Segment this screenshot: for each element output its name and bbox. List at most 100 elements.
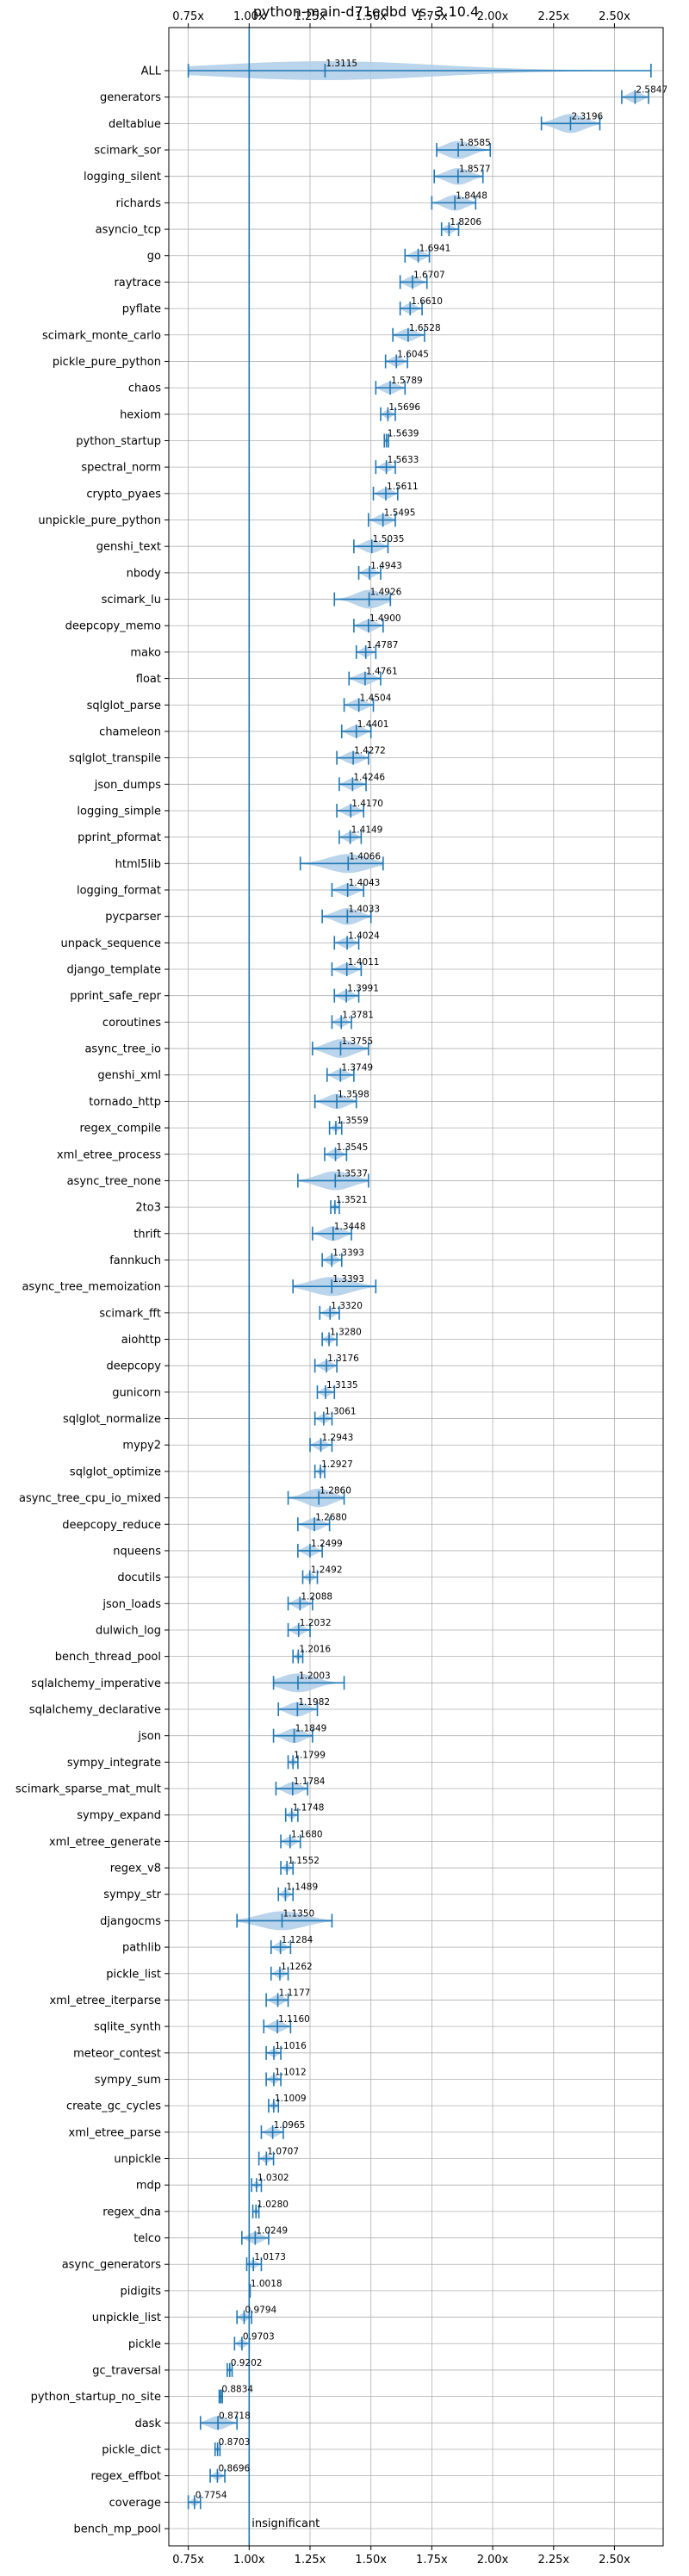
value-label-mdp: 1.0302 xyxy=(258,2173,289,2183)
value-label-async_generators: 1.0173 xyxy=(254,2252,286,2262)
benchmark-label: scimark_monte_carlo xyxy=(42,329,161,342)
value-label-python_startup: 1.5639 xyxy=(388,428,419,439)
value-label-sqlalchemy_imperative: 1.2003 xyxy=(299,1671,331,1681)
value-label-fannkuch: 1.3393 xyxy=(332,1248,364,1258)
benchmark-label: regex_compile xyxy=(79,1123,161,1136)
value-label-gc_traversal: 0.9202 xyxy=(231,2358,263,2368)
value-label-deepcopy: 1.3176 xyxy=(327,1353,359,1364)
x-tick-label-bottom: 1.25x xyxy=(295,2554,326,2567)
benchmark-label: django_template xyxy=(67,964,161,977)
benchmark-label: async_tree_none xyxy=(67,1175,161,1188)
value-label-tornado_http: 1.3598 xyxy=(338,1089,369,1099)
benchmark-label: unpickle_list xyxy=(92,2312,161,2324)
x-tick-label-bottom: 2.25x xyxy=(537,2554,569,2567)
benchmark-label: unpickle xyxy=(114,2153,161,2166)
plot-frame xyxy=(168,27,664,2547)
violins xyxy=(188,61,651,2506)
x-tick-label-bottom: 2.50x xyxy=(599,2554,630,2567)
value-label-logging_format: 1.4043 xyxy=(349,878,381,888)
value-label-bench_thread_pool: 1.2016 xyxy=(299,1645,331,1655)
benchmark-label: mdp xyxy=(136,2180,161,2193)
benchmark-label: pickle_list xyxy=(106,1968,161,1981)
value-label-sqlglot_parse: 1.4504 xyxy=(360,693,392,703)
y-axis-labels: ALL generators deltablue scimark_sorlogging… xyxy=(16,65,169,2536)
value-label-raytrace: 1.6707 xyxy=(413,270,445,280)
benchmark-label: gc_traversal xyxy=(92,2364,161,2377)
benchmark-label: regex_v8 xyxy=(110,1863,161,1876)
benchmark-label: pprint_pformat xyxy=(78,831,161,844)
value-label-pycparser: 1.4033 xyxy=(348,905,380,915)
benchmark-label: sqlglot_transpile xyxy=(69,752,161,765)
benchmark-label: xml_etree_generate xyxy=(49,1836,161,1849)
value-label-chaos: 1.5789 xyxy=(391,376,423,386)
benchmark-label: hexiom xyxy=(120,408,161,421)
benchmark-label: crypto_pyaes xyxy=(86,488,161,501)
benchmark-label: go xyxy=(147,250,161,263)
x-tick-label-top: 1.75x xyxy=(416,10,448,23)
value-label-unpickle_list: 0.9794 xyxy=(245,2305,276,2316)
value-label-sympy_expand: 1.1748 xyxy=(293,1803,325,1814)
value-label-json_loads: 1.2088 xyxy=(301,1591,332,1602)
benchmark-label: html5lib xyxy=(115,858,161,871)
benchmark-label: sqlglot_optimize xyxy=(70,1465,161,1478)
benchmark-label: gunicorn xyxy=(112,1386,161,1399)
value-label-python_startup_no_site: 0.8834 xyxy=(221,2385,253,2395)
value-label-unpack_sequence: 1.4024 xyxy=(348,930,380,941)
benchmark-label: djangocms xyxy=(100,1915,161,1928)
benchmark-label: pyflate xyxy=(122,303,161,316)
value-label-nqueens: 1.2499 xyxy=(311,1539,343,1549)
x-tick-label-top: 1.50x xyxy=(355,10,387,23)
value-label-json_dumps: 1.4246 xyxy=(353,772,385,782)
benchmark-label: sqlite_synth xyxy=(94,2021,161,2034)
value-label-scimark_sor: 1.8585 xyxy=(459,138,491,148)
benchmark-label: mako xyxy=(130,646,161,659)
benchmark-label: chameleon xyxy=(99,725,161,738)
value-label-pickle_list: 1.1262 xyxy=(281,1962,313,1972)
benchmark-label: json_dumps xyxy=(94,779,161,792)
benchmark-label: sympy_str xyxy=(103,1888,161,1901)
benchmark-label: sympy_integrate xyxy=(67,1757,161,1770)
value-label-djangocms: 1.1350 xyxy=(282,1908,314,1919)
value-label-mako: 1.4787 xyxy=(367,640,399,650)
value-label-sqlalchemy_declarative: 1.1982 xyxy=(298,1697,330,1708)
benchmark-label: json xyxy=(137,1730,161,1743)
value-label-django_template: 1.4011 xyxy=(348,957,380,968)
value-label-async_tree_memoization: 1.3393 xyxy=(332,1274,364,1285)
benchmark-label: deepcopy xyxy=(106,1360,161,1373)
chart-title: python-main-d71edbd vs. 3.10.4 xyxy=(253,3,479,20)
x-tick-label-top: 2.50x xyxy=(599,10,630,23)
benchmark-label: logging_silent xyxy=(84,171,161,184)
benchmark-label: sqlalchemy_declarative xyxy=(29,1704,161,1717)
benchmark-label: pathlib xyxy=(122,1942,161,1955)
value-label-thrift: 1.3448 xyxy=(334,1222,366,1232)
value-label-pickle_dict: 0.8703 xyxy=(219,2437,251,2448)
benchmark-label: deepcopy_memo xyxy=(65,620,161,633)
value-label-asyncio_tcp: 1.8206 xyxy=(450,217,481,227)
value-label-go: 1.6941 xyxy=(419,244,451,254)
benchmark-label: tornado_http xyxy=(89,1096,161,1109)
value-label-aiohttp: 1.3280 xyxy=(330,1328,362,1338)
benchmark-label: asyncio_tcp xyxy=(96,224,161,237)
value-label-coverage: 0.7754 xyxy=(196,2490,227,2500)
benchmark-label: bench_thread_pool xyxy=(55,1651,161,1664)
benchmark-label: async_tree_memoization xyxy=(22,1281,161,1294)
benchmark-label: async_tree_io xyxy=(84,1043,161,1056)
benchmark-label: chaos xyxy=(128,383,161,395)
error-bars xyxy=(187,64,652,2510)
benchmark-label: sqlglot_normalize xyxy=(63,1413,161,1426)
value-label-richards: 1.8448 xyxy=(456,190,487,201)
value-label-regex_compile: 1.3559 xyxy=(337,1116,369,1126)
value-label-xml_etree_generate: 1.1680 xyxy=(291,1829,323,1839)
value-label-2to3: 1.3521 xyxy=(336,1195,368,1205)
benchmark-label: scimark_sor xyxy=(94,145,161,158)
value-label-gunicorn: 1.3135 xyxy=(326,1380,358,1391)
benchmark-label: sympy_sum xyxy=(95,2074,161,2087)
value-label-float: 1.4761 xyxy=(366,667,398,677)
benchmark-label: logging_format xyxy=(77,885,161,898)
benchmark-label: aiohttp xyxy=(121,1334,161,1347)
x-tick-label-bottom: 0.75x xyxy=(172,2554,204,2567)
value-label-pprint_safe_repr: 1.3991 xyxy=(347,984,379,994)
value-label-regex_dna: 1.0280 xyxy=(257,2200,289,2210)
value-label-chameleon: 1.4401 xyxy=(357,719,389,730)
